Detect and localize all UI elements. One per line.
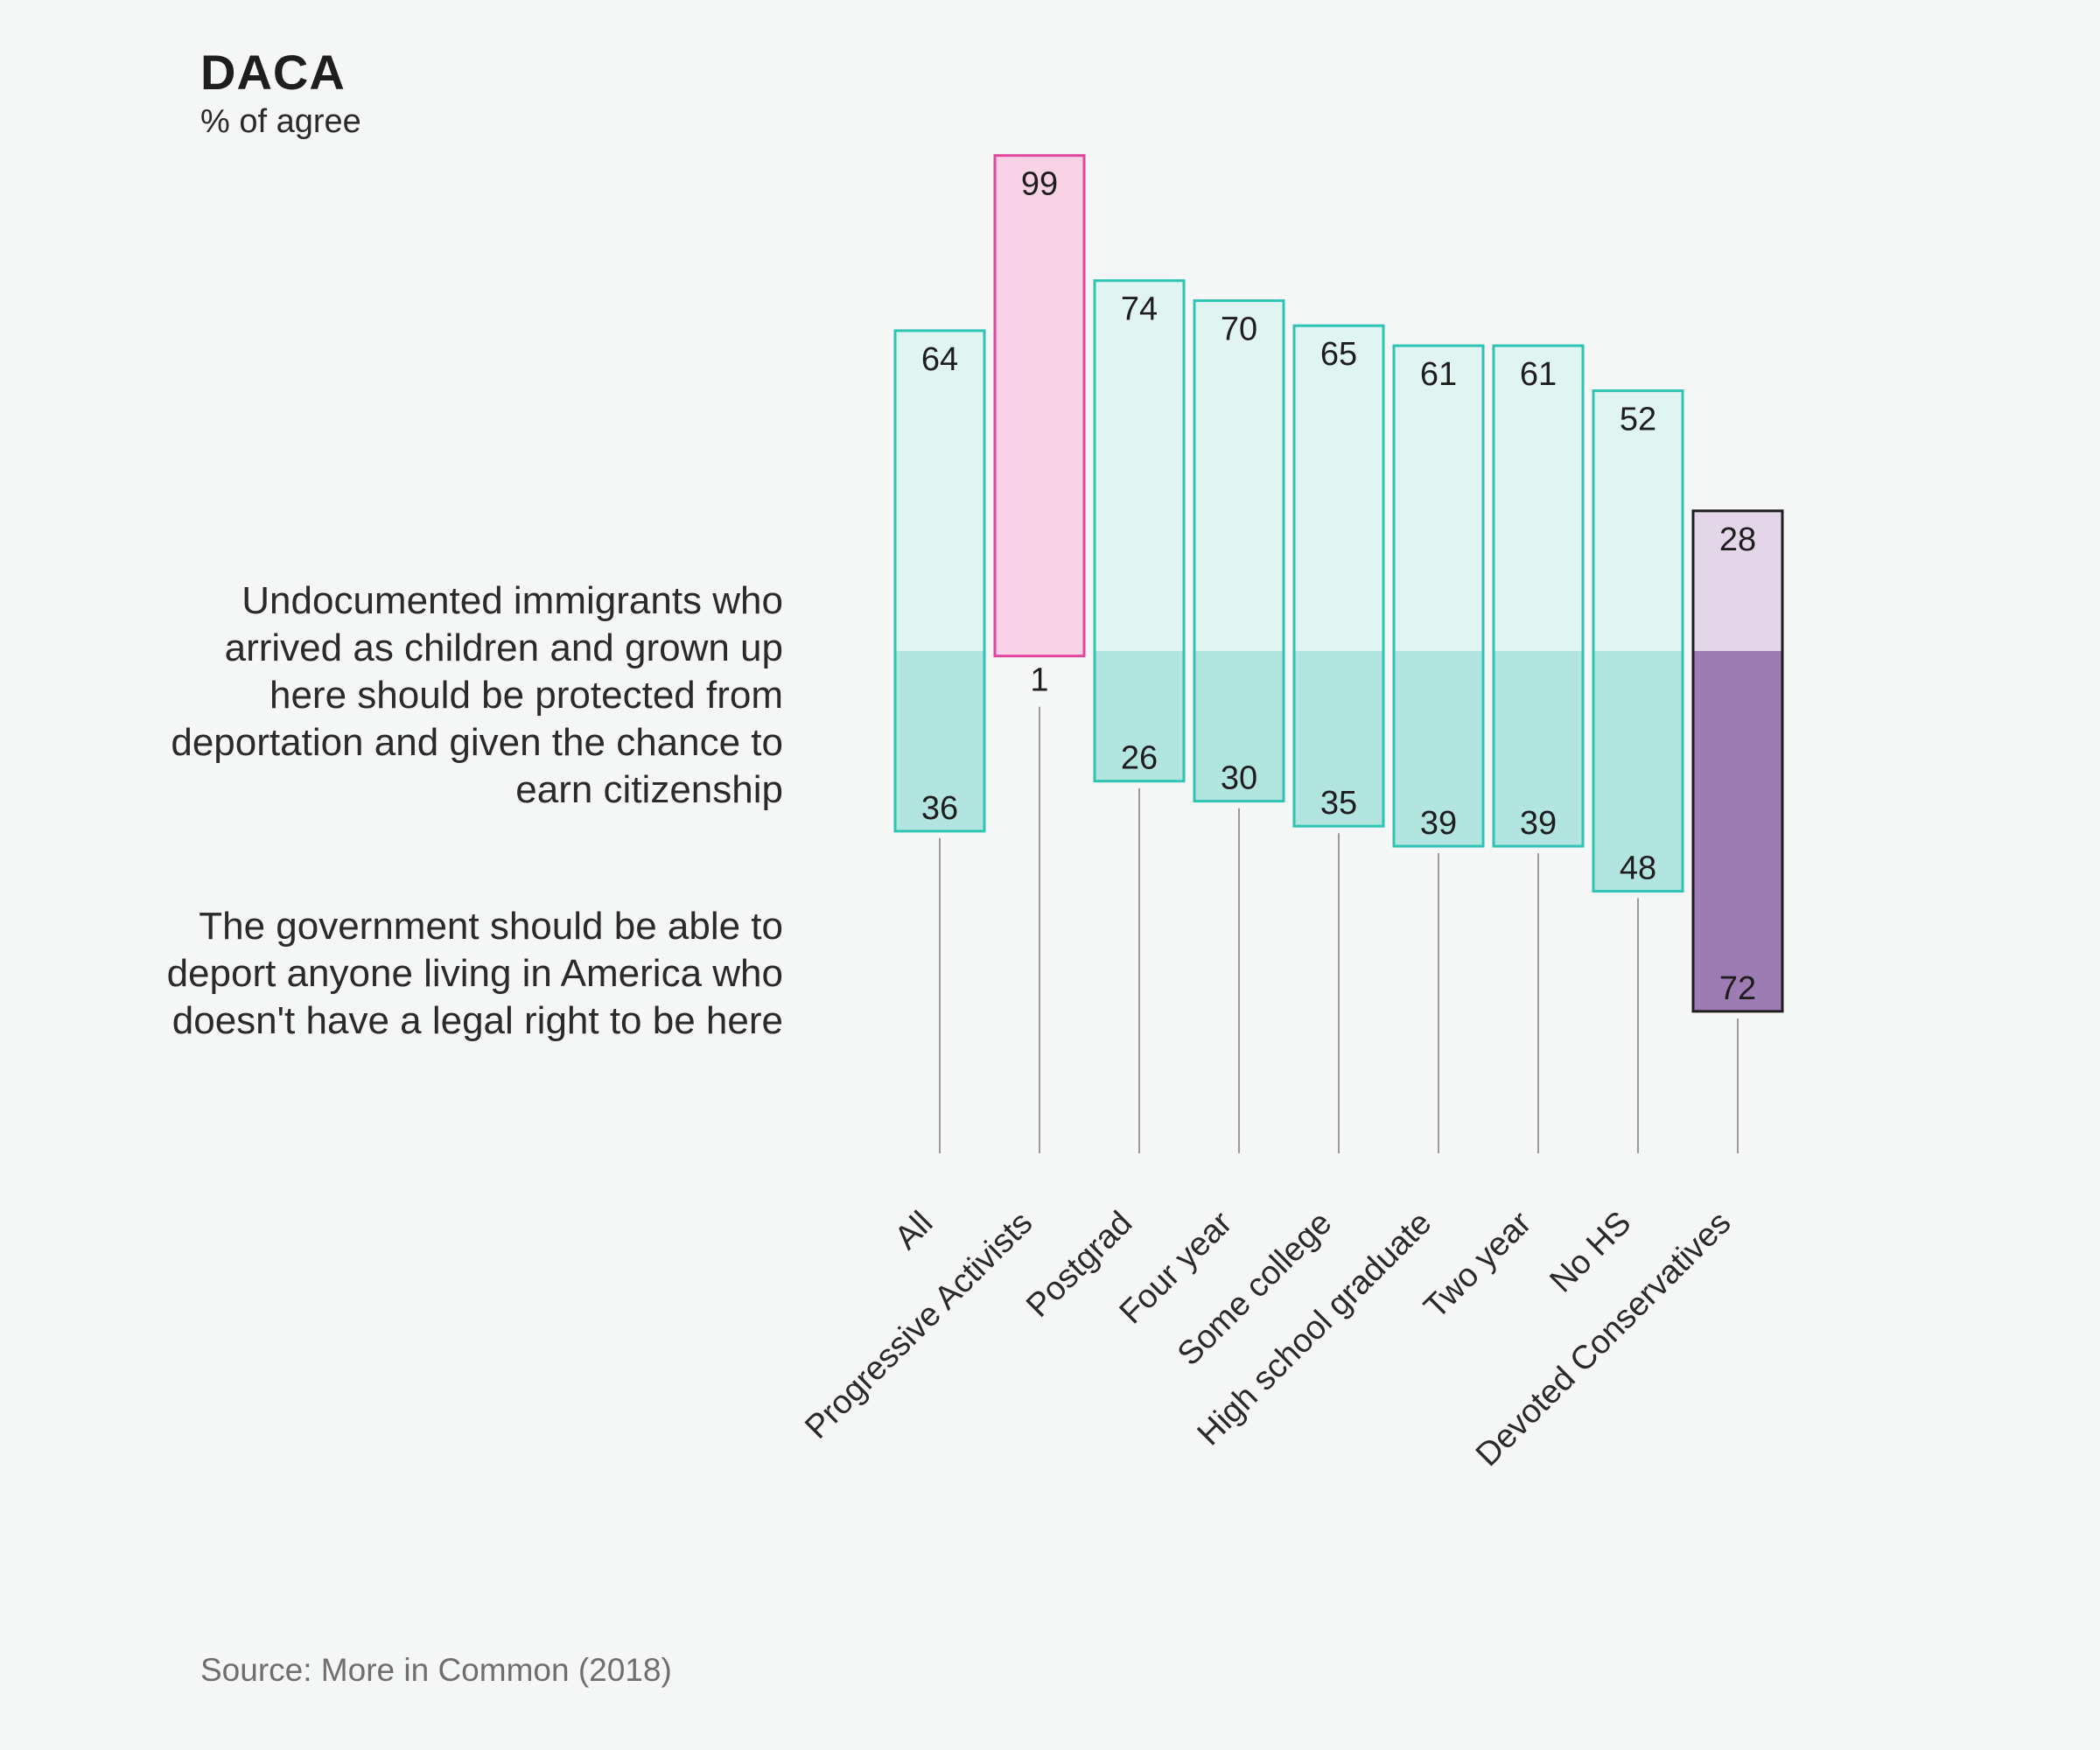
bar-support: [1194, 300, 1284, 651]
bar-support: [895, 330, 984, 651]
value-label-support: 61: [1420, 356, 1457, 393]
value-label-deport: 30: [1221, 760, 1257, 797]
bar-deport: [995, 651, 1084, 656]
value-label-deport: 72: [1719, 970, 1756, 1007]
bar-deport: [1194, 651, 1284, 802]
bar-support: [1294, 326, 1383, 651]
value-label-deport: 26: [1121, 740, 1158, 777]
bar-deport: [1294, 651, 1383, 827]
chart-title: DACA: [200, 45, 346, 100]
value-label-deport: 36: [921, 790, 958, 827]
value-label-support: 70: [1221, 312, 1257, 348]
bar-outline: [1392, 344, 1485, 848]
chart-subtitle: % of agree: [200, 103, 361, 140]
value-label-deport: 35: [1320, 785, 1357, 822]
bar-outline: [993, 154, 1086, 658]
bar-outline: [1691, 509, 1784, 1013]
bar-deport: [1593, 651, 1683, 892]
category-label: Two year: [1418, 1204, 1539, 1326]
bar-deport: [1494, 651, 1583, 847]
value-label-support: 28: [1719, 522, 1756, 558]
bar-deport: [1693, 651, 1782, 1012]
bar-deport: [1394, 651, 1483, 847]
category-label: All: [888, 1205, 941, 1257]
bar-outline: [893, 329, 986, 833]
bar-outline: [1193, 299, 1285, 803]
bar-support: [1394, 346, 1483, 651]
category-label: No HS: [1544, 1205, 1639, 1300]
value-label-deport: 1: [1030, 662, 1048, 699]
value-label-support: 74: [1121, 291, 1158, 328]
value-label-deport: 48: [1620, 850, 1656, 887]
bar-outline: [1292, 324, 1385, 828]
bar-support: [1494, 346, 1583, 651]
bar-outline: [1492, 344, 1585, 848]
value-label-support: 65: [1320, 336, 1357, 373]
bar-outline: [1592, 389, 1684, 893]
value-label-support: 52: [1620, 402, 1656, 438]
bar-support: [1693, 510, 1782, 651]
bar-outline: [1093, 279, 1186, 783]
legend-deport-text: The government should be able to deport …: [166, 905, 783, 1042]
value-label-deport: 39: [1520, 805, 1557, 842]
source-note: Source: More in Common (2018): [200, 1652, 672, 1688]
value-label-deport: 39: [1420, 805, 1457, 842]
bar-deport: [895, 651, 984, 831]
bar-support: [1095, 280, 1184, 651]
legend-support-text: Undocumented immigrants who arrived as c…: [171, 579, 783, 811]
bar-support: [995, 155, 1084, 652]
bar-support: [1593, 390, 1683, 651]
value-label-support: 64: [921, 341, 958, 378]
value-label-support: 61: [1520, 356, 1557, 393]
value-label-support: 99: [1021, 166, 1058, 203]
bar-deport: [1095, 651, 1184, 781]
